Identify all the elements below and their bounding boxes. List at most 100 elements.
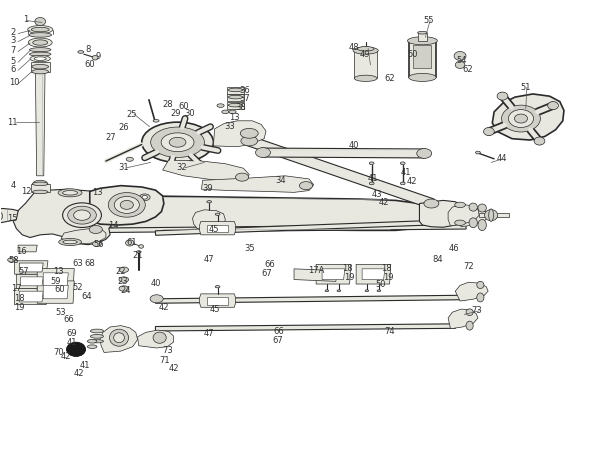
Ellipse shape bbox=[28, 38, 52, 47]
Ellipse shape bbox=[215, 286, 220, 288]
Ellipse shape bbox=[91, 329, 104, 333]
Ellipse shape bbox=[58, 189, 82, 197]
Ellipse shape bbox=[62, 203, 101, 227]
Text: 19: 19 bbox=[383, 273, 394, 282]
Text: 23: 23 bbox=[118, 277, 128, 286]
Text: 42: 42 bbox=[407, 177, 418, 186]
Text: 67: 67 bbox=[272, 336, 283, 345]
Ellipse shape bbox=[88, 339, 97, 343]
Text: 38: 38 bbox=[235, 104, 245, 112]
Polygon shape bbox=[155, 219, 466, 235]
Ellipse shape bbox=[424, 199, 439, 208]
Text: 67: 67 bbox=[262, 269, 272, 278]
Circle shape bbox=[455, 61, 465, 68]
Text: 72: 72 bbox=[463, 261, 474, 270]
Ellipse shape bbox=[142, 195, 148, 199]
Ellipse shape bbox=[108, 193, 145, 217]
Ellipse shape bbox=[74, 210, 91, 220]
Polygon shape bbox=[202, 176, 314, 192]
Ellipse shape bbox=[78, 50, 84, 53]
Bar bbox=[207, 297, 229, 305]
Ellipse shape bbox=[119, 277, 128, 282]
Ellipse shape bbox=[119, 286, 128, 291]
Text: 36: 36 bbox=[239, 86, 250, 95]
Text: 66: 66 bbox=[274, 327, 284, 336]
Circle shape bbox=[125, 240, 134, 246]
Polygon shape bbox=[0, 208, 18, 223]
Text: 50: 50 bbox=[376, 279, 386, 288]
Ellipse shape bbox=[369, 162, 374, 165]
Ellipse shape bbox=[484, 127, 494, 135]
Ellipse shape bbox=[497, 92, 508, 100]
Text: 3: 3 bbox=[11, 36, 16, 45]
Ellipse shape bbox=[485, 210, 497, 221]
Polygon shape bbox=[214, 121, 266, 147]
Text: 53: 53 bbox=[56, 308, 67, 317]
Text: 69: 69 bbox=[67, 329, 77, 338]
Ellipse shape bbox=[29, 48, 51, 52]
Text: 45: 45 bbox=[210, 305, 220, 314]
Polygon shape bbox=[200, 294, 235, 307]
Text: 7: 7 bbox=[11, 46, 16, 55]
Text: 70: 70 bbox=[53, 348, 64, 357]
Polygon shape bbox=[455, 282, 488, 301]
Ellipse shape bbox=[150, 295, 163, 303]
Text: 51: 51 bbox=[521, 83, 531, 92]
Ellipse shape bbox=[229, 95, 242, 99]
Polygon shape bbox=[43, 273, 68, 286]
Ellipse shape bbox=[353, 47, 378, 54]
Ellipse shape bbox=[59, 238, 82, 246]
Circle shape bbox=[139, 245, 143, 248]
Ellipse shape bbox=[0, 212, 2, 220]
Text: 40: 40 bbox=[349, 141, 359, 150]
Polygon shape bbox=[35, 73, 45, 176]
Ellipse shape bbox=[33, 40, 47, 45]
Bar bbox=[31, 184, 50, 192]
Text: 26: 26 bbox=[119, 123, 129, 132]
Ellipse shape bbox=[113, 333, 124, 342]
Circle shape bbox=[67, 342, 86, 356]
Ellipse shape bbox=[358, 46, 374, 51]
Ellipse shape bbox=[229, 110, 236, 114]
Ellipse shape bbox=[114, 196, 139, 213]
Polygon shape bbox=[448, 309, 478, 329]
Text: 5: 5 bbox=[11, 57, 16, 66]
Polygon shape bbox=[294, 269, 337, 281]
Text: 63: 63 bbox=[73, 259, 83, 268]
Ellipse shape bbox=[89, 225, 103, 234]
Text: 28: 28 bbox=[162, 100, 173, 109]
Text: 41: 41 bbox=[67, 338, 77, 347]
Text: 46: 46 bbox=[449, 244, 460, 253]
Text: 18: 18 bbox=[381, 264, 392, 273]
Ellipse shape bbox=[548, 102, 559, 110]
Ellipse shape bbox=[109, 329, 128, 346]
Polygon shape bbox=[493, 94, 564, 140]
Text: 56: 56 bbox=[94, 240, 104, 249]
Text: 12: 12 bbox=[21, 187, 32, 196]
Polygon shape bbox=[322, 269, 345, 279]
Polygon shape bbox=[13, 189, 127, 245]
Ellipse shape bbox=[153, 119, 159, 122]
Polygon shape bbox=[43, 285, 68, 299]
Ellipse shape bbox=[455, 220, 466, 225]
Text: 41: 41 bbox=[401, 168, 412, 177]
Ellipse shape bbox=[299, 182, 313, 189]
Ellipse shape bbox=[29, 52, 51, 56]
Ellipse shape bbox=[153, 332, 166, 343]
Ellipse shape bbox=[88, 345, 97, 348]
Ellipse shape bbox=[215, 213, 220, 216]
Ellipse shape bbox=[407, 37, 437, 45]
Ellipse shape bbox=[469, 218, 478, 228]
Ellipse shape bbox=[32, 69, 49, 74]
Ellipse shape bbox=[229, 104, 242, 107]
Polygon shape bbox=[94, 225, 466, 233]
Text: 64: 64 bbox=[81, 292, 92, 301]
Polygon shape bbox=[193, 210, 226, 229]
Ellipse shape bbox=[207, 201, 212, 203]
Polygon shape bbox=[19, 291, 43, 302]
Text: 50: 50 bbox=[407, 50, 418, 58]
Bar bbox=[418, 33, 427, 41]
Ellipse shape bbox=[514, 114, 527, 123]
Polygon shape bbox=[61, 229, 106, 244]
Text: 41: 41 bbox=[368, 175, 378, 184]
